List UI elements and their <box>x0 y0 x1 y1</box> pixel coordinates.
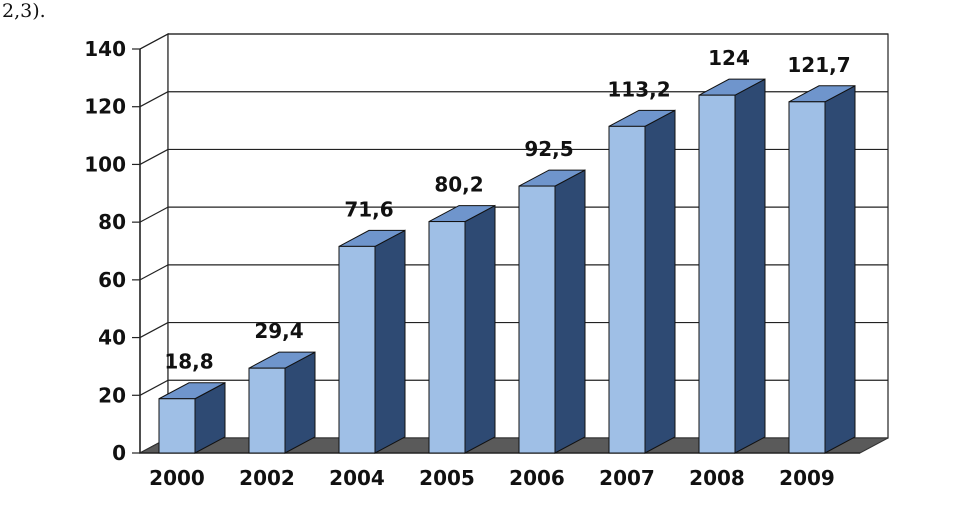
side-wall <box>139 32 169 455</box>
x-tick-label: 2006 <box>509 466 565 490</box>
x-tick-label: 2007 <box>599 466 655 490</box>
gridline-side <box>139 148 169 165</box>
x-tick-label: 2004 <box>329 466 385 490</box>
y-tick-label: 140 <box>84 37 126 61</box>
gridline-side <box>139 33 169 50</box>
bar-side <box>284 351 316 454</box>
bar <box>248 367 286 454</box>
x-tick-label: 2009 <box>779 466 835 490</box>
bar <box>338 245 376 454</box>
x-tick-label: 2000 <box>149 466 205 490</box>
data-label: 121,7 <box>787 53 850 77</box>
data-label: 71,6 <box>344 197 393 221</box>
text-fragment: 2,3). <box>2 0 46 22</box>
y-tick-label: 60 <box>98 268 126 292</box>
gridline-side <box>139 264 169 281</box>
data-label: 18,8 <box>164 350 213 374</box>
bar <box>788 101 826 454</box>
gridline-side <box>139 322 169 339</box>
data-label: 29,4 <box>254 319 303 343</box>
labels-layer: 2000 18,8 2002 29,4 2004 71,6 2005 80,2 2006 92,5… <box>149 46 850 490</box>
bar <box>428 221 466 454</box>
gridline-side <box>139 91 169 108</box>
bars-layer <box>158 78 856 454</box>
bar <box>158 398 196 454</box>
data-label: 80,2 <box>434 173 483 197</box>
bar <box>698 94 736 454</box>
data-label: 113,2 <box>607 77 670 101</box>
y-tick-label: 100 <box>84 152 126 176</box>
bar-side <box>554 169 586 454</box>
bar-side <box>374 229 406 454</box>
gridline-side <box>139 206 169 223</box>
bar <box>518 185 556 454</box>
bar-side <box>464 204 496 454</box>
x-tick-label: 2005 <box>419 466 475 490</box>
bar-side <box>824 84 856 454</box>
gridline-side <box>139 379 169 396</box>
x-tick-label: 2002 <box>239 466 295 490</box>
y-tick-label: 0 <box>112 441 126 465</box>
data-label: 92,5 <box>524 137 573 161</box>
bar-side <box>644 109 676 454</box>
y-tick-label: 40 <box>98 326 126 350</box>
bar-side <box>734 78 766 454</box>
axis-layer: 0 20 40 60 80 100 120 140 <box>84 37 860 465</box>
y-tick-label: 80 <box>98 210 126 234</box>
data-label: 124 <box>708 46 750 70</box>
y-tick-label: 20 <box>98 383 126 407</box>
bar <box>608 125 646 454</box>
x-tick-label: 2008 <box>689 466 745 490</box>
y-tick-label: 120 <box>84 95 126 119</box>
